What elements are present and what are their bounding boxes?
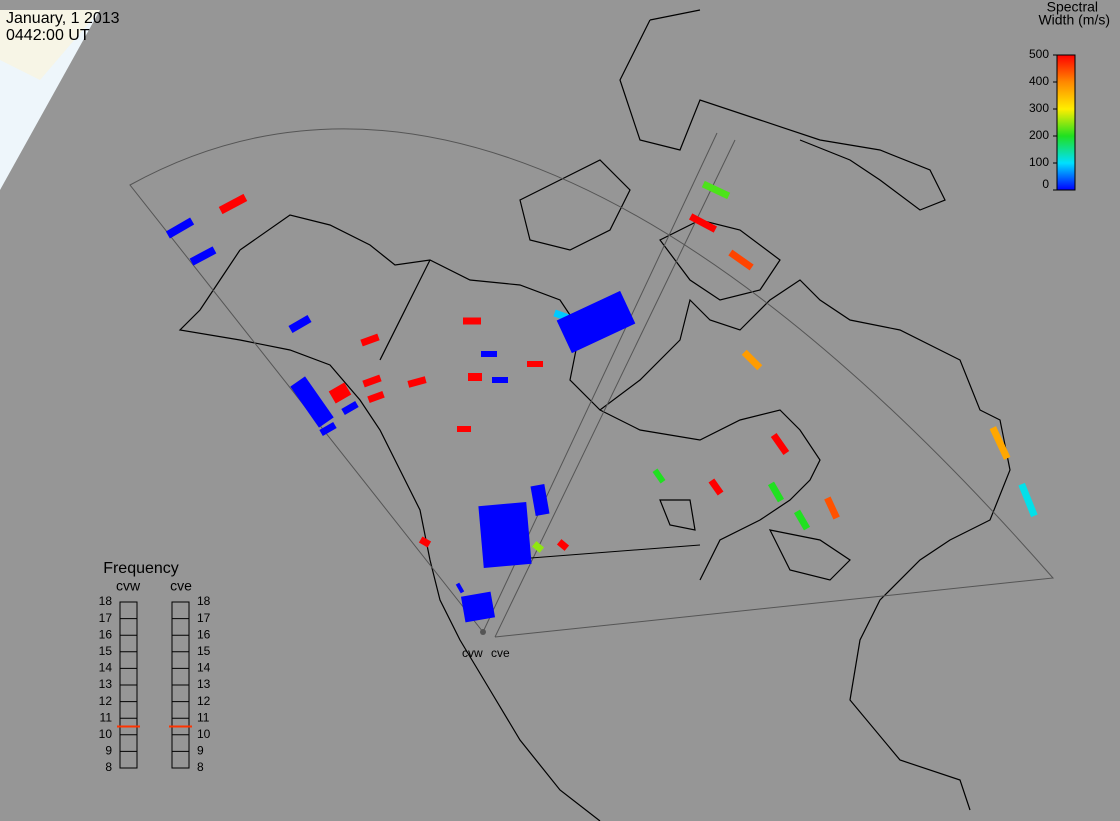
colorbar-tick-label: 100 <box>1029 155 1049 169</box>
echo <box>481 351 497 357</box>
colorbar-tick-label: 0 <box>1042 177 1049 191</box>
echo <box>728 249 754 271</box>
echo <box>1018 482 1038 518</box>
frequency-tick-label: 18 <box>197 594 211 608</box>
echo <box>556 290 636 354</box>
frequency-tick-label: 10 <box>197 727 211 741</box>
echo <box>455 582 465 594</box>
colorbar-tick-label: 300 <box>1029 101 1049 115</box>
frequency-tick-label: 18 <box>99 594 113 608</box>
frequency-tick-label: 8 <box>105 760 112 774</box>
frequency-tick-label: 17 <box>197 611 211 625</box>
frequency-tick-label: 9 <box>197 744 204 758</box>
radar-site <box>480 629 486 635</box>
frequency-tick-label: 12 <box>197 694 211 708</box>
echo <box>319 421 337 437</box>
frequency-radar: cve <box>170 578 192 594</box>
frequency-tick-label: 17 <box>99 611 113 625</box>
frequency-tick-label: 16 <box>99 627 113 641</box>
echo <box>767 481 785 503</box>
frequency-tick-label: 13 <box>197 677 211 691</box>
echo <box>328 382 352 404</box>
echo <box>989 426 1011 460</box>
echo <box>824 496 840 520</box>
echo <box>407 376 427 388</box>
echo <box>288 315 312 333</box>
echo <box>460 591 496 623</box>
frequency-tick-label: 13 <box>99 677 113 691</box>
frequency-tick-label: 15 <box>99 644 113 658</box>
fields-of-view <box>129 128 1055 638</box>
frequency-radar: cvw <box>116 578 141 594</box>
colorbar-tick-label: 500 <box>1029 47 1049 61</box>
echo <box>478 502 532 568</box>
date: January, 1 2013 <box>6 10 120 27</box>
echo <box>793 509 811 531</box>
echo <box>708 478 724 496</box>
echo <box>341 400 359 416</box>
echo <box>556 539 570 551</box>
echo <box>189 246 217 266</box>
coastlines <box>178 9 1011 821</box>
echo <box>531 541 545 553</box>
frequency-tick-label: 14 <box>197 661 211 675</box>
echo <box>290 376 334 428</box>
frequency-tick-label: 14 <box>99 661 113 675</box>
echo <box>418 536 432 548</box>
colorbar-title: Width (m/s) <box>1038 12 1110 28</box>
echo <box>652 468 666 484</box>
echo <box>218 193 248 215</box>
frequency-tick-label: 15 <box>197 644 211 658</box>
colorbar-title: Spectral <box>1047 0 1098 15</box>
echo <box>741 349 763 371</box>
colorbar-tick-label: 200 <box>1029 128 1049 142</box>
echo <box>367 390 385 404</box>
colorbar <box>1056 54 1076 191</box>
echo <box>688 213 718 233</box>
frequency-title: Frequency <box>103 560 179 577</box>
echo <box>463 317 481 325</box>
frequency-tick-label: 9 <box>105 744 112 758</box>
colorbar-tick-label: 400 <box>1029 74 1049 88</box>
echo <box>468 373 482 381</box>
echo <box>530 484 550 516</box>
frequency-tick-label: 10 <box>99 727 113 741</box>
echo <box>527 361 543 367</box>
frequency-tick-label: 11 <box>197 710 210 724</box>
echo <box>165 217 195 239</box>
echo <box>362 374 382 388</box>
echo <box>360 333 380 347</box>
site-label: cve <box>491 646 510 660</box>
echo <box>770 432 790 456</box>
off-map-land <box>0 10 100 80</box>
echo <box>492 377 508 383</box>
site-label: cvw <box>462 646 483 660</box>
frequency-tick-label: 12 <box>99 694 113 708</box>
echo <box>457 426 471 432</box>
echo <box>701 180 731 200</box>
time: 0442:00 UT <box>6 27 90 44</box>
frequency-tick-label: 8 <box>197 760 204 774</box>
frequency-tick-label: 11 <box>100 710 113 724</box>
frequency-tick-label: 16 <box>197 627 211 641</box>
